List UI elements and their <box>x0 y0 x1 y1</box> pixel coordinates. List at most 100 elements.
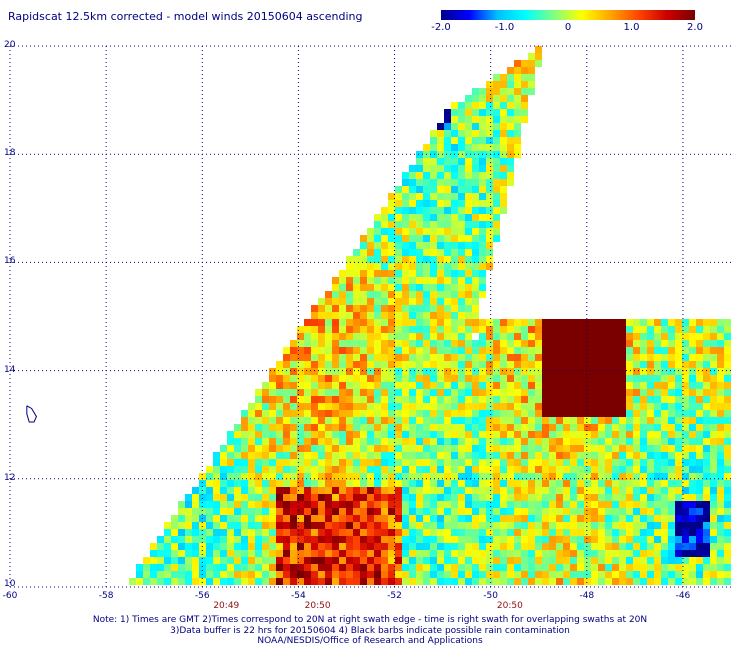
swath-cell <box>486 179 493 186</box>
swath-cell <box>689 480 696 487</box>
swath-cell <box>213 459 220 466</box>
swath-cell <box>703 340 710 347</box>
swath-cell <box>332 571 339 578</box>
swath-cell <box>710 424 717 431</box>
swath-cell <box>388 375 395 382</box>
swath-cell <box>213 494 220 501</box>
swath-cell <box>472 536 479 543</box>
swath-cell <box>297 424 304 431</box>
swath-cell <box>577 347 584 354</box>
swath-cell <box>654 487 661 494</box>
swath-cell <box>227 480 234 487</box>
swath-cell <box>521 424 528 431</box>
swath-cell <box>654 375 661 382</box>
swath-cell <box>437 193 444 200</box>
swath-cell <box>605 368 612 375</box>
swath-cell <box>325 480 332 487</box>
swath-cell <box>528 382 535 389</box>
swath-cell <box>507 459 514 466</box>
swath-cell <box>437 179 444 186</box>
swath-cell <box>395 459 402 466</box>
swath-cell <box>465 375 472 382</box>
swath-cell <box>696 368 703 375</box>
swath-cell <box>633 550 640 557</box>
swath-cell <box>535 319 542 326</box>
swath-cell <box>416 179 423 186</box>
swath-cell <box>724 564 731 571</box>
swath-cell <box>150 550 157 557</box>
swath-cell <box>654 340 661 347</box>
swath-cell <box>395 305 402 312</box>
swath-cell <box>500 95 507 102</box>
swath-cell <box>633 396 640 403</box>
swath-cell <box>486 473 493 480</box>
swath-cell <box>297 508 304 515</box>
swath-cell <box>668 452 675 459</box>
swath-cell <box>703 508 710 515</box>
swath-cell <box>262 515 269 522</box>
swath-cell <box>500 578 507 585</box>
swath-cell <box>703 515 710 522</box>
swath-cell <box>507 487 514 494</box>
swath-cell <box>563 333 570 340</box>
swath-cell <box>290 375 297 382</box>
swath-cell <box>647 417 654 424</box>
swath-cell <box>423 431 430 438</box>
swath-cell <box>346 452 353 459</box>
swath-cell <box>353 438 360 445</box>
swath-cell <box>591 431 598 438</box>
swath-cell <box>206 508 213 515</box>
swath-cell <box>332 578 339 585</box>
swath-cell <box>451 172 458 179</box>
swath-cell <box>612 333 619 340</box>
swath-cell <box>556 354 563 361</box>
swath-cell <box>360 571 367 578</box>
swath-cell <box>528 529 535 536</box>
swath-cell <box>367 494 374 501</box>
swath-cell <box>584 431 591 438</box>
swath-cell <box>486 151 493 158</box>
swath-cell <box>353 480 360 487</box>
swath-cell <box>472 417 479 424</box>
swath-cell <box>724 550 731 557</box>
swath-cell <box>164 536 171 543</box>
swath-cell <box>374 228 381 235</box>
swath-cell <box>549 319 556 326</box>
swath-cell <box>339 417 346 424</box>
swath-cell <box>521 522 528 529</box>
swath-cell <box>409 578 416 585</box>
swath-cell <box>654 494 661 501</box>
swath-cell <box>493 431 500 438</box>
swath-cell <box>549 438 556 445</box>
swath-cell <box>339 361 346 368</box>
swath-cell <box>472 137 479 144</box>
swath-cell <box>311 361 318 368</box>
swath-cell <box>549 417 556 424</box>
swath-cell <box>241 424 248 431</box>
swath-cell <box>507 564 514 571</box>
swath-cell <box>577 543 584 550</box>
swath-cell <box>563 529 570 536</box>
swath-cell <box>430 172 437 179</box>
swath-cell <box>654 452 661 459</box>
swath-cell <box>591 438 598 445</box>
swath-cell <box>479 487 486 494</box>
swath-cell <box>605 571 612 578</box>
swath-cell <box>353 291 360 298</box>
swath-cell <box>486 571 493 578</box>
swath-cell <box>696 347 703 354</box>
swath-cell <box>374 571 381 578</box>
swath-cell <box>521 396 528 403</box>
swath-cell <box>185 515 192 522</box>
swath-cell <box>395 501 402 508</box>
swath-cell <box>353 312 360 319</box>
swath-cell <box>430 207 437 214</box>
swath-cell <box>703 403 710 410</box>
swath-cell <box>374 368 381 375</box>
swath-cell <box>255 515 262 522</box>
swath-cell <box>276 417 283 424</box>
swath-cell <box>479 368 486 375</box>
swath-cell <box>472 445 479 452</box>
swath-cell <box>360 270 367 277</box>
swath-cell <box>360 298 367 305</box>
